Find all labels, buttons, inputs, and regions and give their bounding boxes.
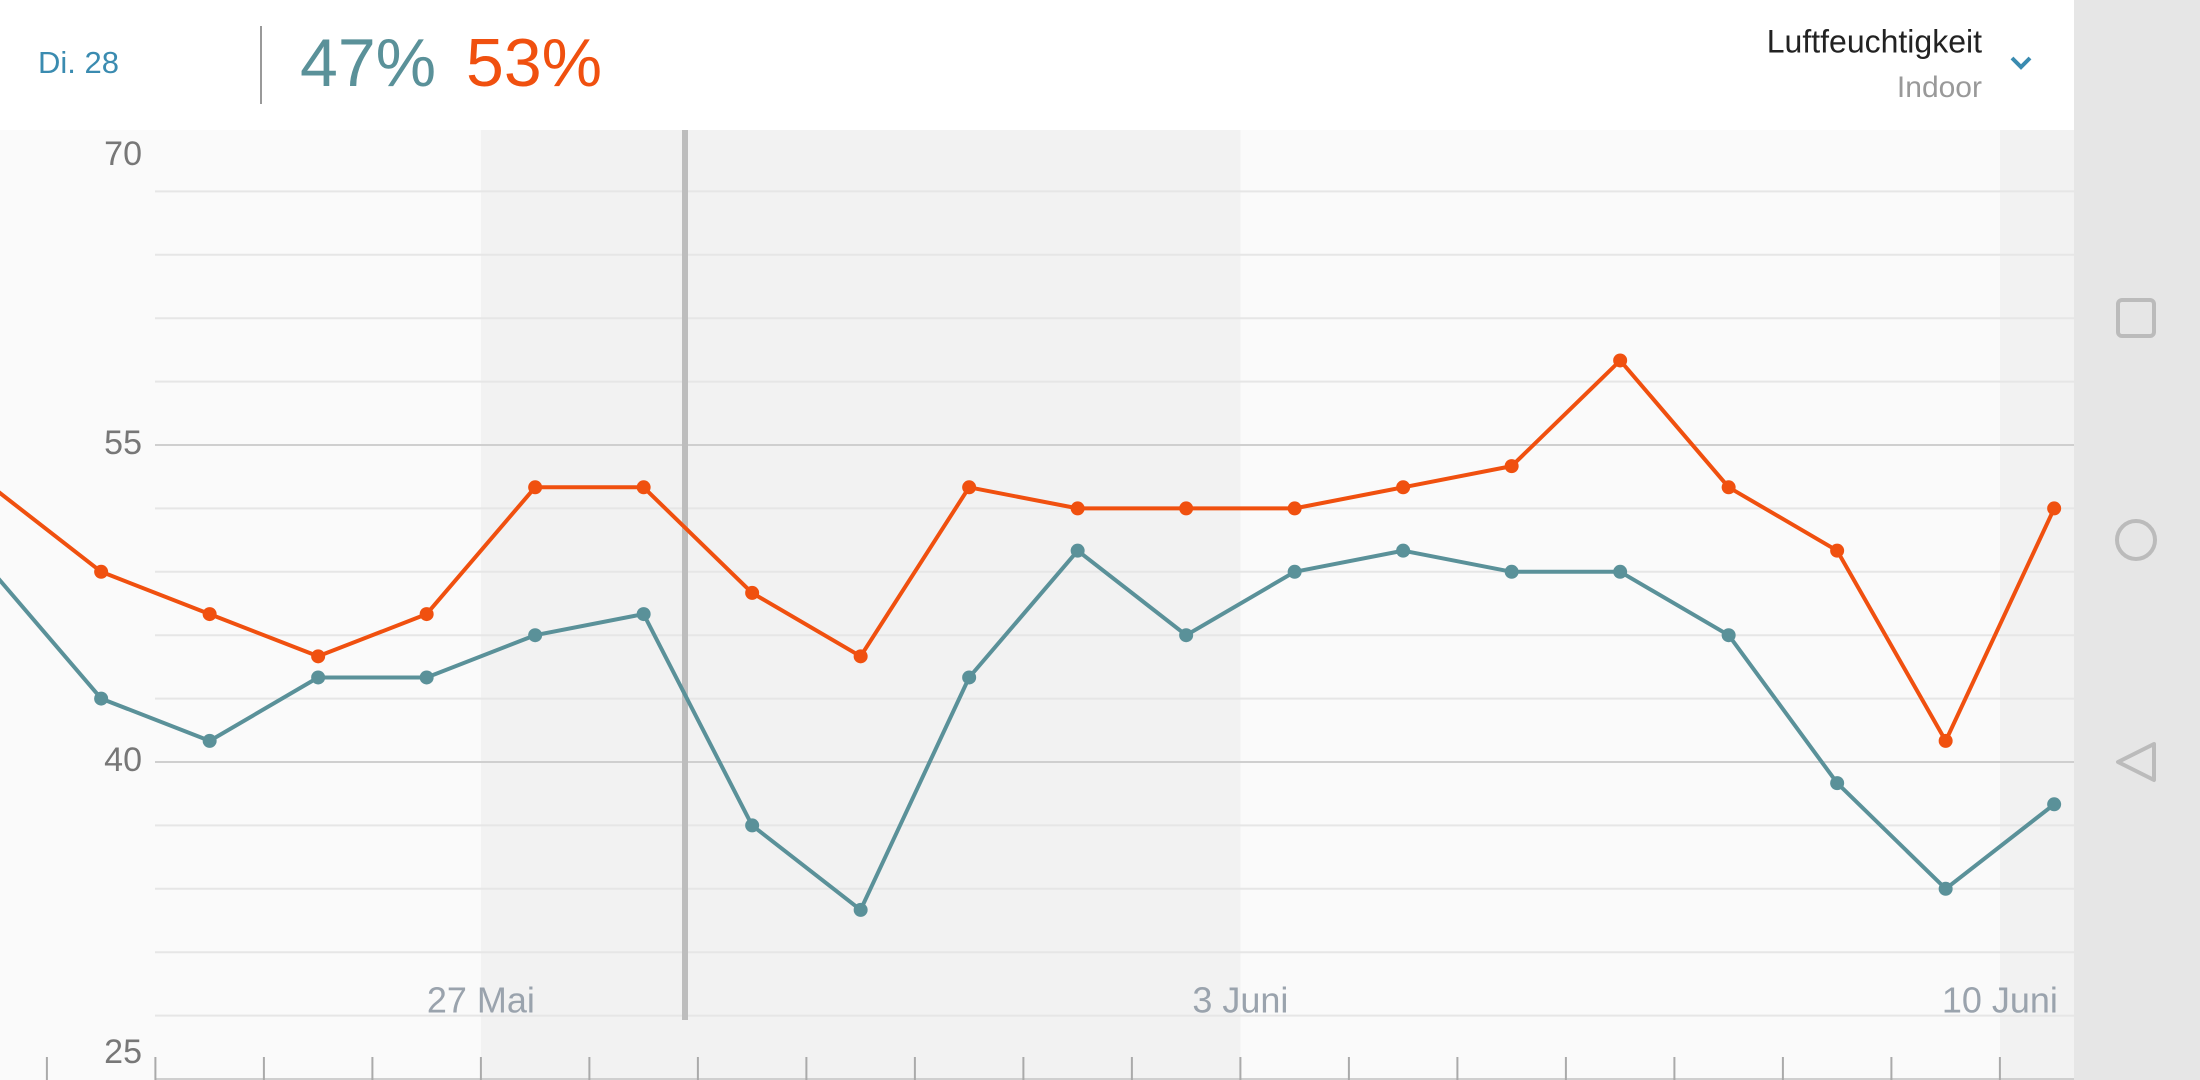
data-point — [2047, 797, 2062, 812]
data-point — [2047, 501, 2062, 516]
data-point — [419, 670, 434, 685]
data-point — [745, 818, 760, 833]
data-point — [1504, 459, 1519, 474]
data-point — [1070, 501, 1085, 516]
data-point — [1396, 480, 1411, 495]
data-point — [1396, 543, 1411, 558]
x-tick-label: 10 Juni — [1942, 980, 2058, 1021]
x-tick-label: 27 Mai — [427, 980, 535, 1021]
value-a: 47% — [300, 25, 436, 101]
data-point — [1830, 776, 1845, 791]
data-point — [636, 480, 651, 495]
data-point — [1613, 353, 1628, 368]
data-point — [202, 607, 217, 622]
nav-bar — [2074, 0, 2200, 1080]
data-point — [1287, 501, 1302, 516]
data-point — [745, 585, 760, 600]
recents-button[interactable] — [2116, 298, 2156, 338]
data-point — [94, 564, 109, 579]
y-tick-label: 55 — [104, 424, 142, 462]
y-tick-label: 70 — [104, 135, 142, 173]
week-band — [480, 128, 1241, 1079]
data-point — [853, 649, 868, 664]
data-point — [1613, 564, 1628, 579]
data-point — [853, 902, 868, 917]
data-point — [1938, 733, 1953, 748]
data-point — [1830, 543, 1845, 558]
data-point — [311, 649, 326, 664]
data-point — [1721, 628, 1736, 643]
data-point — [636, 607, 651, 622]
back-button[interactable] — [2116, 742, 2156, 782]
data-point — [1287, 564, 1302, 579]
data-point — [1721, 480, 1736, 495]
data-point — [1179, 501, 1194, 516]
data-point — [202, 733, 217, 748]
data-point — [419, 607, 434, 622]
data-point — [962, 480, 977, 495]
week-band — [1999, 128, 2074, 1079]
data-point — [528, 628, 543, 643]
x-tick-label: 3 Juni — [1192, 980, 1288, 1021]
data-point — [1070, 543, 1085, 558]
data-point — [528, 480, 543, 495]
data-point — [962, 670, 977, 685]
dropdown-chevron[interactable] — [2010, 56, 2032, 70]
header-bar — [0, 0, 2074, 130]
series-line — [0, 358, 2057, 743]
data-point — [1504, 564, 1519, 579]
data-point — [94, 691, 109, 706]
date-label[interactable]: Di. 28 — [38, 45, 119, 80]
data-point — [1938, 881, 1953, 896]
data-point — [311, 670, 326, 685]
metric-label[interactable]: Luftfeuchtigkeit — [1767, 23, 1982, 59]
y-tick-label: 40 — [104, 741, 142, 779]
home-button[interactable] — [2115, 519, 2157, 561]
location-label[interactable]: Indoor — [1897, 71, 1982, 104]
value-b: 53% — [466, 25, 602, 101]
series-line — [0, 548, 2056, 912]
data-point — [1179, 628, 1194, 643]
y-tick-label: 25 — [104, 1033, 142, 1071]
